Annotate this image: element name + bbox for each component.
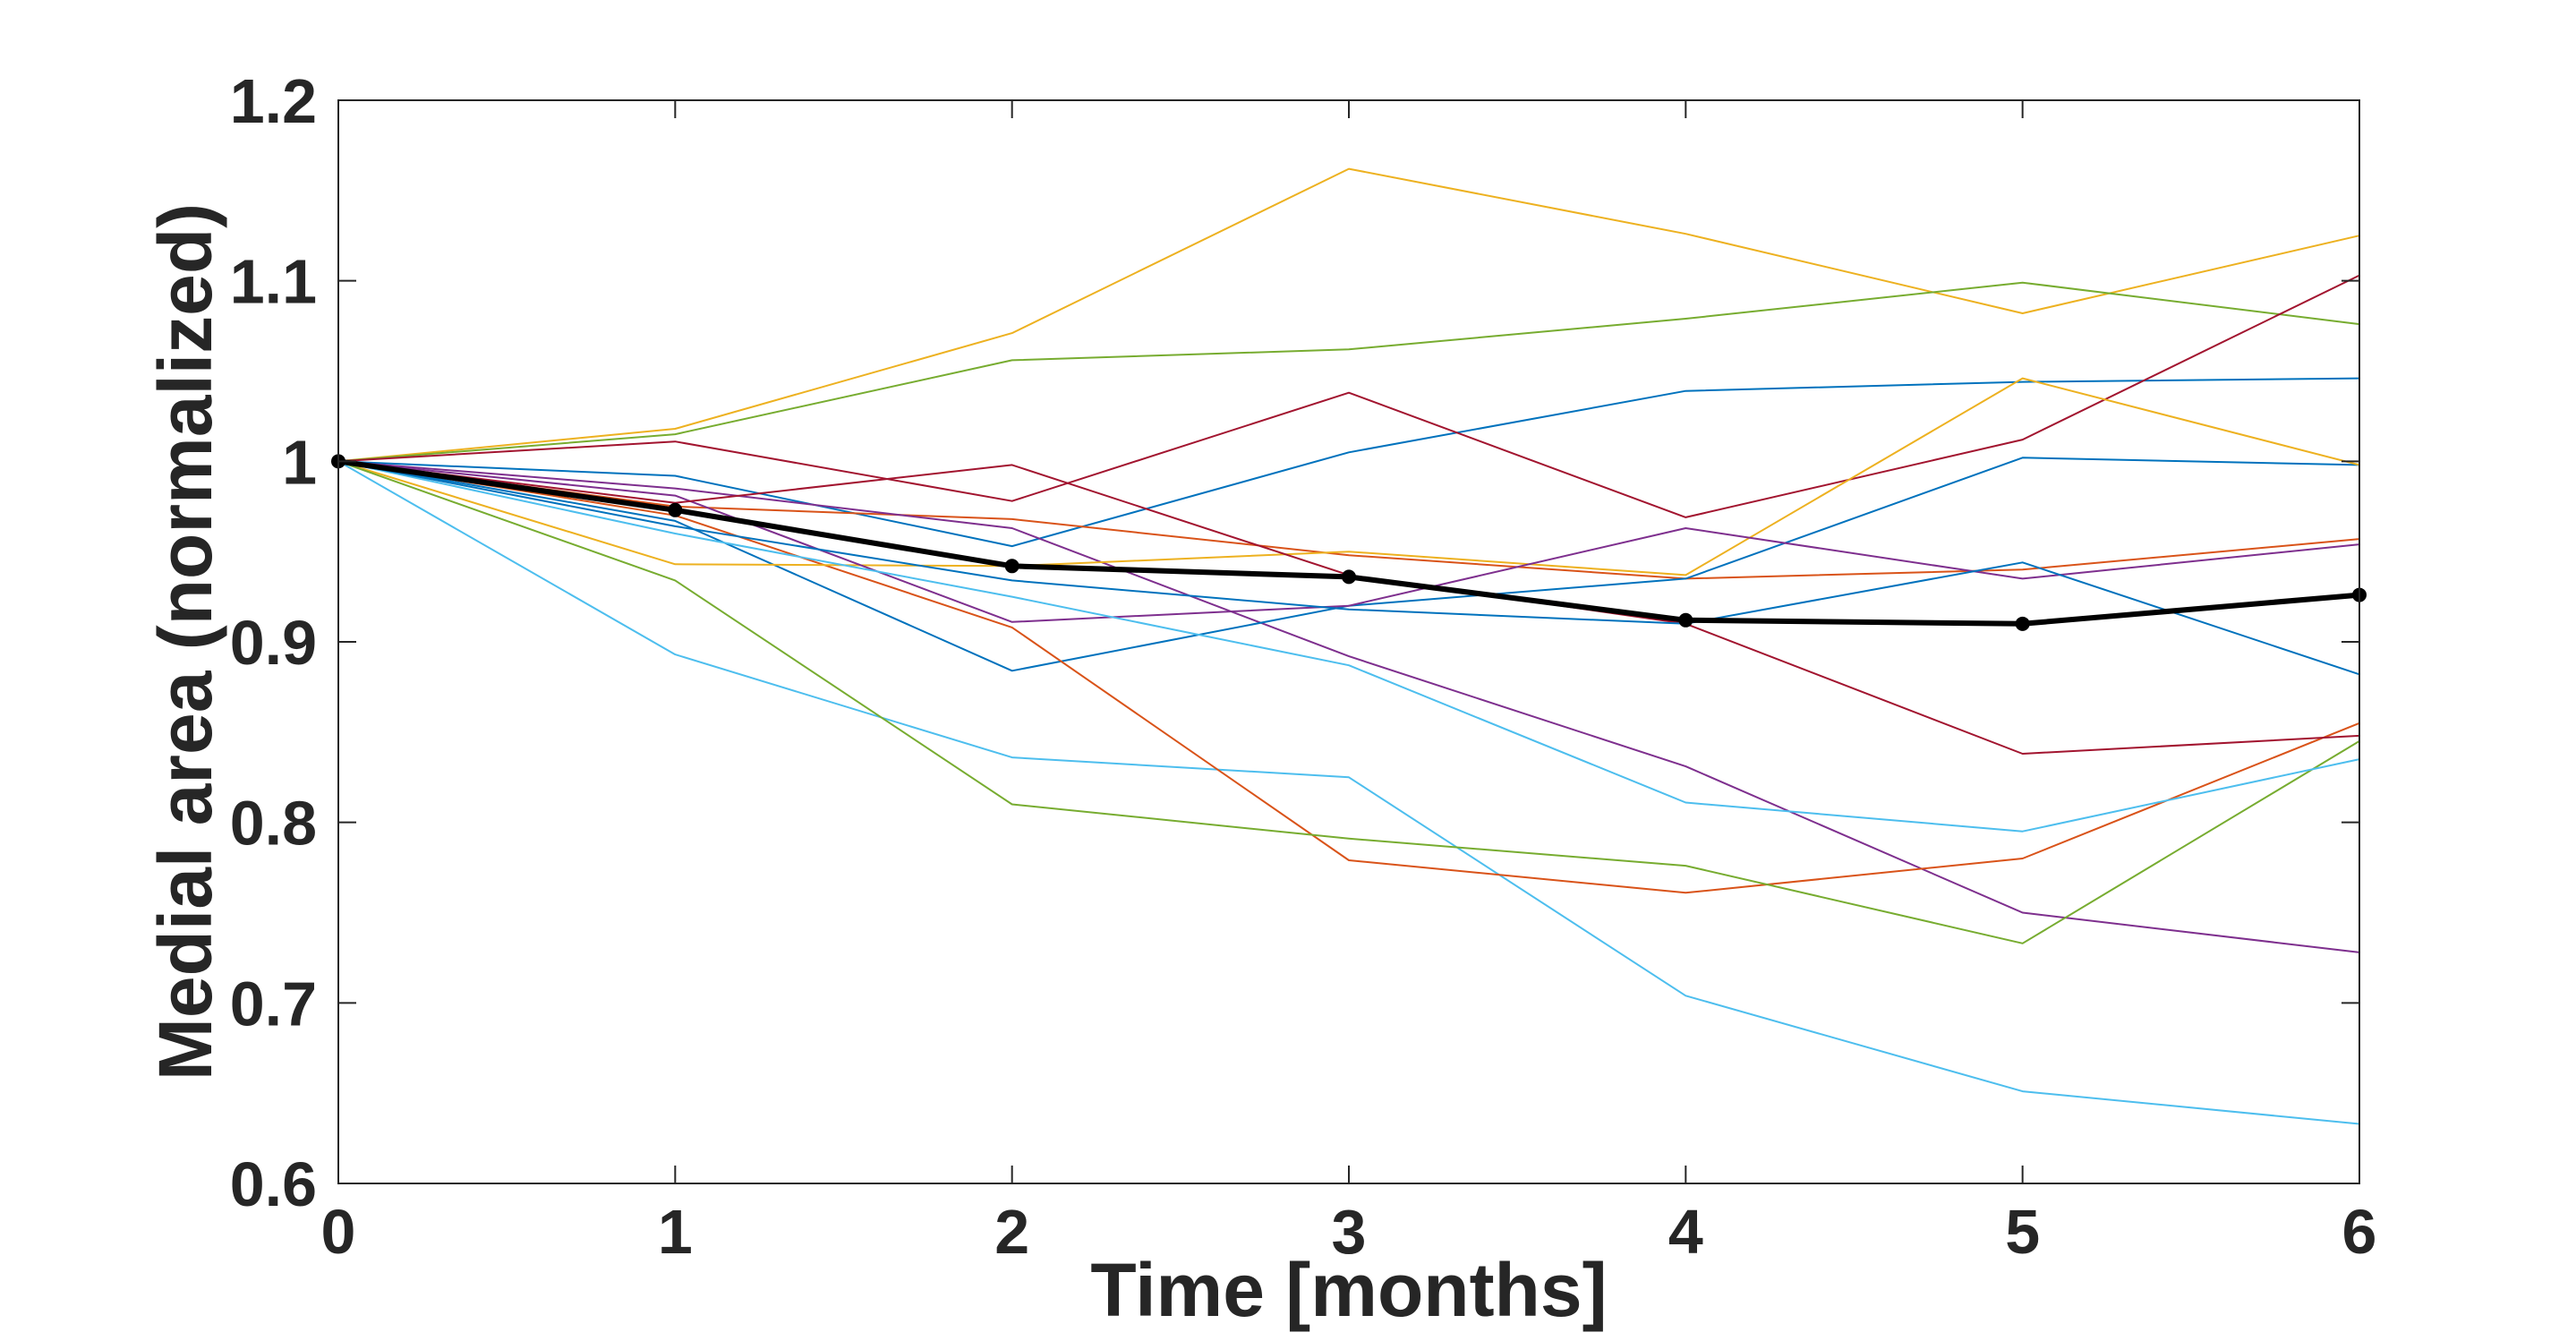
x-tick-label: 4 (1668, 1197, 1703, 1267)
series-line-12 (337, 460, 2360, 944)
y-tick-label: 0.8 (230, 789, 317, 858)
series-line-11 (337, 460, 2360, 623)
series-line-6 (337, 460, 2360, 1125)
y-tick-label: 0.6 (230, 1149, 317, 1219)
mean-data-point (668, 502, 683, 517)
series-line-1 (337, 377, 2360, 548)
mean-data-point (1342, 569, 1356, 585)
series-line-15 (337, 460, 2360, 676)
series-layer (331, 167, 2367, 1125)
mean-data-point (1678, 612, 1693, 628)
y-tick-label: 1.2 (230, 66, 317, 136)
axes-layer: 0 1 2 3 4 5 6 0.6 0.7 0.8 0.9 1 1.1 1.2 (230, 66, 2377, 1267)
series-line-5 (337, 281, 2360, 463)
y-tick-label: 0.7 (230, 969, 317, 1038)
mean-data-point (2015, 616, 2030, 631)
y-tick-label: 1 (282, 427, 317, 497)
plot-area (338, 100, 2359, 1183)
y-tick-label: 0.9 (230, 608, 317, 678)
x-tick-label: 6 (2342, 1197, 2377, 1267)
x-axis-title: Time [months] (1090, 1248, 1607, 1332)
x-tick-label: 3 (1332, 1197, 1367, 1267)
x-tick-label: 5 (2005, 1197, 2040, 1267)
x-tick-label: 0 (321, 1197, 356, 1267)
series-line-7 (337, 274, 2360, 518)
series-line-10 (337, 377, 2360, 577)
series-line-3 (337, 167, 2360, 463)
series-line-4 (337, 460, 2360, 953)
series-line-13 (337, 460, 2360, 833)
x-tick-label: 1 (658, 1197, 693, 1267)
y-tick-label: 1.1 (230, 247, 317, 317)
x-tick-label: 2 (994, 1197, 1029, 1267)
mean-data-point (1004, 559, 1019, 574)
y-axis-title: Medial area (normalized) (143, 203, 227, 1080)
